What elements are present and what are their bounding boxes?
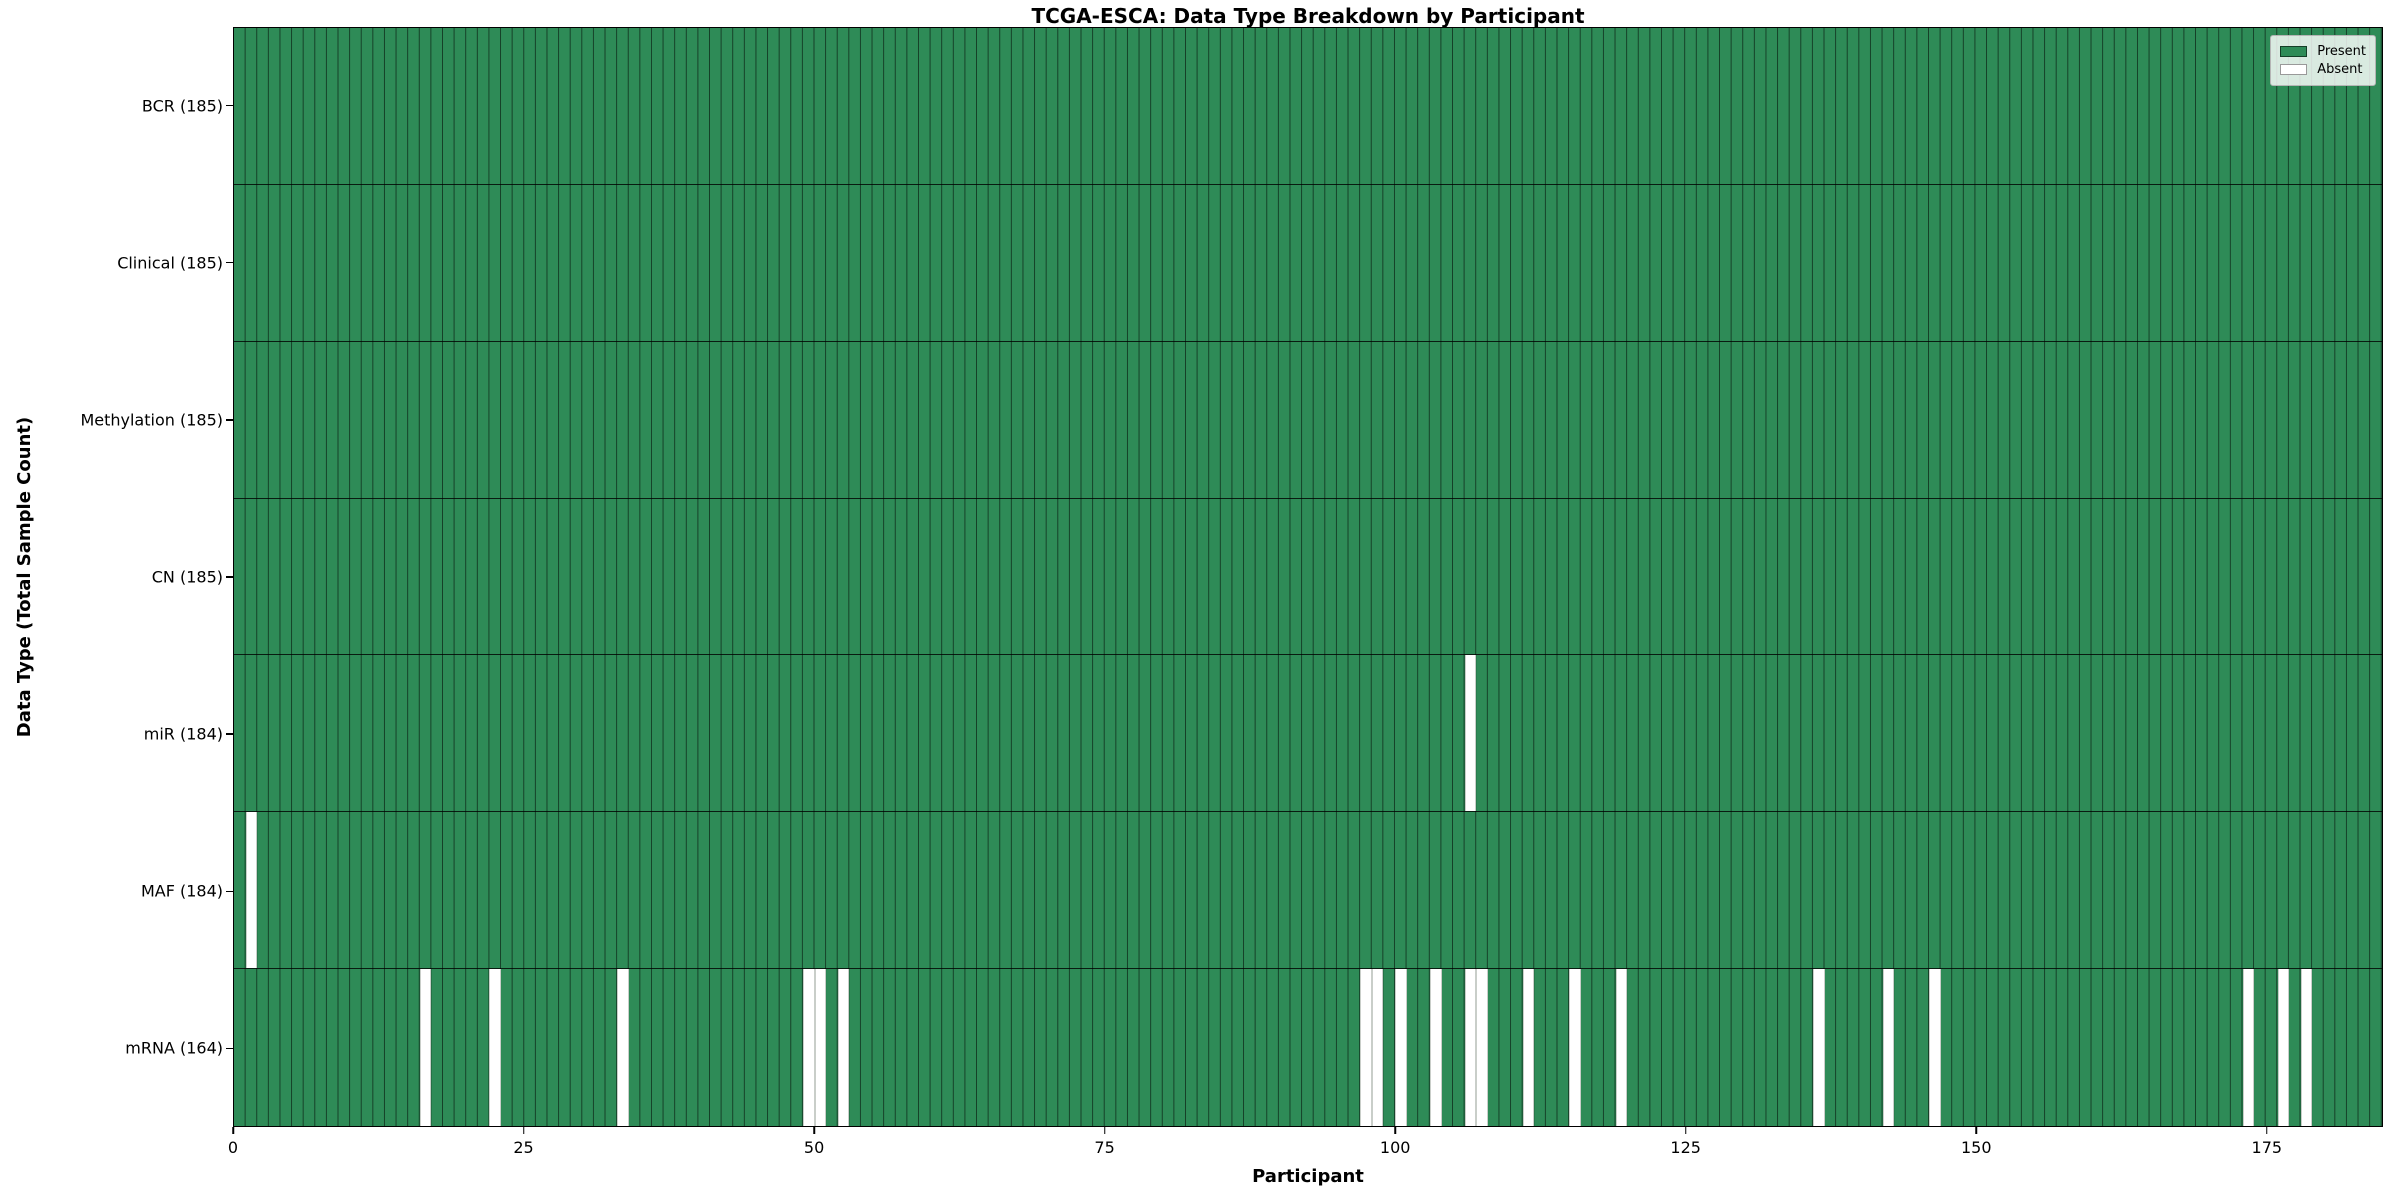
y-tick-mark [226, 419, 233, 421]
absent-cell-mRNA-33 [617, 969, 629, 1126]
heatmap-row-miR [234, 655, 2382, 813]
absent-cell-mRNA-176 [2277, 969, 2290, 1126]
x-tick-label-125: 125 [1670, 1138, 1701, 1157]
y-tick-label-BCR: BCR (185) [141, 96, 223, 116]
x-tick-label-175: 175 [2251, 1138, 2283, 1157]
y-tick-label-MAF: MAF (184) [140, 881, 223, 901]
absent-cell-mRNA-50 [814, 969, 827, 1126]
absent-cell-mRNA-97 [1360, 969, 1372, 1126]
y-tick-mark [226, 890, 233, 893]
y-tick-label-Clinical: Clinical (185) [117, 253, 223, 273]
legend-entry-absent: Absent [2280, 62, 2366, 77]
absent-cell-MAF-1 [245, 812, 258, 969]
absent-cell-mRNA-107 [1476, 969, 1488, 1126]
absent-cell-mRNA-142 [1882, 969, 1895, 1126]
x-tick-mark [1975, 1127, 1977, 1134]
legend-entry-present: Present [2280, 44, 2366, 59]
absent-cell-mRNA-106 [1464, 969, 1477, 1126]
x-tick-label-150: 150 [1960, 1138, 1992, 1157]
heatmap-row-Methylation [234, 341, 2382, 499]
y-tick-label-miR: miR (184) [143, 724, 223, 744]
y-tick-mark [226, 1047, 233, 1050]
legend-label-present: Present [2317, 44, 2366, 59]
absent-cell-mRNA-178 [2300, 969, 2313, 1126]
x-tick-label-0: 0 [227, 1138, 239, 1157]
heatmap-row-BCR [234, 28, 2382, 185]
y-tick-mark [226, 104, 233, 107]
y-tick-mark [226, 576, 233, 578]
legend: Present Absent [2270, 35, 2376, 86]
absent-cell-mRNA-136 [1813, 969, 1825, 1126]
absent-cell-mRNA-16 [419, 969, 432, 1126]
absent-cell-mRNA-146 [1929, 969, 1941, 1126]
absent-cell-mRNA-119 [1615, 969, 1628, 1126]
absent-cell-miR-106 [1464, 655, 1477, 812]
absent-cell-mRNA-111 [1522, 969, 1535, 1126]
absent-cell-mRNA-115 [1569, 969, 1581, 1126]
absent-cell-mRNA-22 [489, 969, 502, 1126]
absent-cell-mRNA-98 [1371, 969, 1384, 1126]
heatmap-row-mRNA [234, 969, 2382, 1126]
x-tick-mark [813, 1127, 815, 1134]
present-swatch [2280, 46, 2308, 57]
x-tick-label-50: 50 [803, 1138, 825, 1157]
absent-cell-mRNA-49 [802, 969, 815, 1126]
x-tick-mark [1684, 1127, 1687, 1134]
x-tick-mark [522, 1127, 525, 1134]
x-axis-label: Participant [1252, 1166, 1364, 1187]
x-tick-mark [1394, 1127, 1396, 1134]
absent-cell-mRNA-100 [1395, 969, 1407, 1126]
x-tick-label-75: 75 [1094, 1138, 1115, 1157]
chart-title: TCGA-ESCA: Data Type Breakdown by Partic… [1031, 4, 1585, 28]
heatmap-row-MAF [234, 812, 2382, 970]
x-tick-mark [2266, 1127, 2268, 1134]
absent-cell-mRNA-103 [1429, 969, 1442, 1126]
absent-swatch [2280, 64, 2308, 75]
absent-cell-mRNA-173 [2242, 969, 2255, 1126]
y-tick-label-mRNA: mRNA (164) [125, 1038, 223, 1058]
y-tick-mark [226, 261, 233, 264]
y-tick-label-Methylation: Methylation (185) [80, 410, 223, 430]
plot-area: Present Absent [233, 27, 2383, 1127]
y-tick-mark [226, 733, 233, 735]
x-tick-label-25: 25 [513, 1138, 534, 1157]
x-tick-mark [232, 1127, 234, 1134]
x-tick-mark [1103, 1127, 1106, 1134]
heatmap-row-Clinical [234, 184, 2382, 342]
x-tick-label-100: 100 [1379, 1138, 1411, 1157]
legend-label-absent: Absent [2317, 62, 2363, 77]
y-tick-label-CN: CN (185) [151, 567, 223, 587]
absent-cell-mRNA-52 [837, 969, 850, 1126]
heatmap-row-CN [234, 498, 2382, 656]
